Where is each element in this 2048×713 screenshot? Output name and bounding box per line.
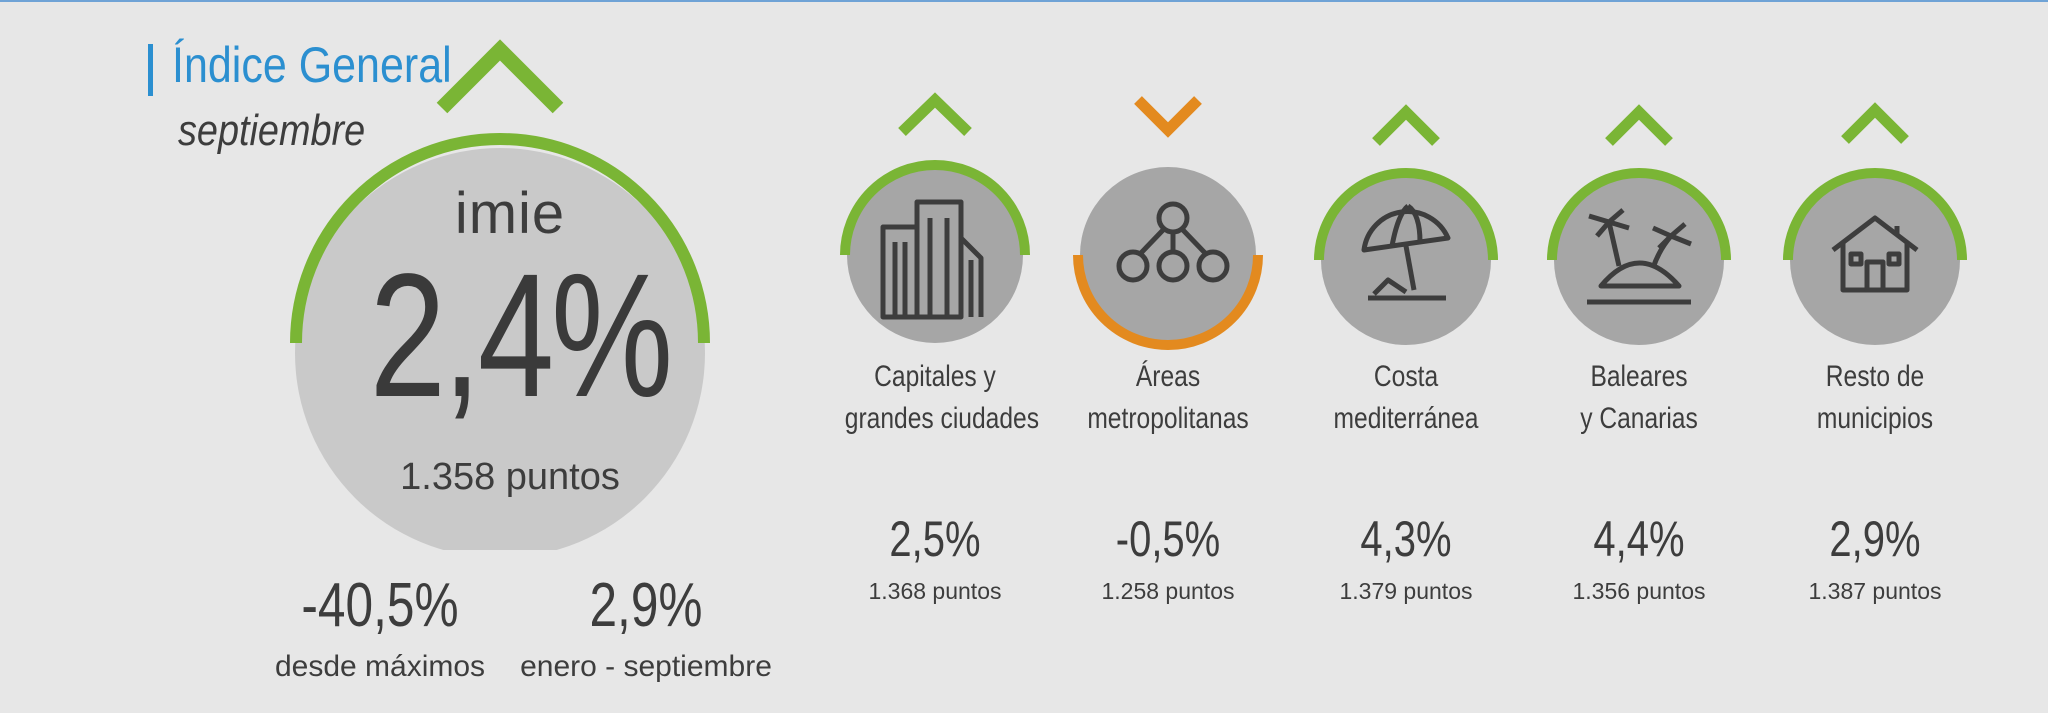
chevron-up-icon xyxy=(1841,102,1909,144)
stat-ytd-value: 2,9% xyxy=(589,571,703,640)
period-label: septiembre xyxy=(178,106,366,155)
region-name: Capitales y grandes ciudades xyxy=(844,356,1040,440)
region-name: Resto de municipios xyxy=(1785,356,1965,440)
house-icon xyxy=(1831,215,1919,293)
region-name-line1: Áreas xyxy=(1135,360,1201,393)
stat-from-max-label: desde máximos xyxy=(274,650,486,683)
main-index-graphic xyxy=(290,39,710,550)
region-name-line2: grandes ciudades xyxy=(844,402,1040,435)
region-areas-metropolitanas: Áreas metropolitanas -0,5% 1.258 puntos xyxy=(1058,90,1278,610)
region-name-line2: municipios xyxy=(1816,402,1934,435)
region-baleares-canarias: Baleares y Canarias 4,4% 1.356 puntos xyxy=(1529,90,1749,610)
main-circle xyxy=(295,148,705,550)
region-name-line1: Costa xyxy=(1373,360,1439,393)
trend-arc xyxy=(1547,168,1731,261)
region-name-line1: Resto de xyxy=(1825,360,1925,393)
region-name: Costa mediterránea xyxy=(1316,356,1496,440)
region-name-line2: mediterránea xyxy=(1333,402,1479,435)
region-baleares-graphic xyxy=(1547,104,1731,345)
chevron-up-icon xyxy=(898,92,972,136)
palm-island-icon xyxy=(1587,208,1692,305)
network-icon xyxy=(1116,201,1230,283)
main-trend-chevron-up-icon xyxy=(436,39,564,114)
trend-arc xyxy=(1073,254,1263,350)
region-name-line1: Capitales y xyxy=(874,360,996,393)
region-capitales: Capitales y grandes ciudades 2,5% 1.368 … xyxy=(825,90,1045,610)
buildings-icon xyxy=(880,199,984,320)
region-value: 4,4% xyxy=(1593,511,1685,567)
region-costa-graphic xyxy=(1314,104,1498,345)
chevron-up-icon xyxy=(1372,104,1440,146)
region-name: Áreas metropolitanas xyxy=(1078,356,1258,440)
title-accent-bar xyxy=(148,44,153,96)
region-points: 1.387 puntos xyxy=(1808,578,1942,604)
beach-umbrella-icon xyxy=(1361,203,1451,301)
region-points: 1.368 puntos xyxy=(868,578,1002,604)
chevron-down-icon xyxy=(1134,96,1202,138)
region-value: 2,5% xyxy=(889,511,981,567)
main-index-points: 1.358 puntos xyxy=(400,456,620,498)
trend-arc xyxy=(840,160,1030,256)
icon-circle xyxy=(1321,175,1491,345)
region-name-line1: Baleares xyxy=(1590,360,1688,393)
main-trend-arc xyxy=(290,133,710,344)
region-name-line2: metropolitanas xyxy=(1087,402,1249,435)
region-name-line2: y Canarias xyxy=(1580,402,1698,435)
page-title: Índice General xyxy=(172,37,452,93)
region-capitales-graphic xyxy=(840,92,1030,343)
top-border xyxy=(0,0,2048,2)
region-resto-graphic xyxy=(1783,102,1967,345)
region-value: -0,5% xyxy=(1115,511,1221,567)
region-points: 1.379 puntos xyxy=(1339,578,1473,604)
chevron-up-icon xyxy=(1605,104,1673,146)
trend-arc xyxy=(1783,168,1967,261)
region-resto-municipios: Resto de municipios 2,9% 1.387 puntos xyxy=(1765,90,1985,610)
region-points: 1.356 puntos xyxy=(1572,578,1706,604)
stat-from-max-value: -40,5% xyxy=(301,571,459,640)
region-value: 2,9% xyxy=(1829,511,1921,567)
trend-arc xyxy=(1314,168,1498,261)
region-areas-graphic xyxy=(1073,96,1263,350)
region-name: Baleares y Canarias xyxy=(1549,356,1729,440)
region-points: 1.258 puntos xyxy=(1101,578,1235,604)
region-costa-mediterranea: Costa mediterránea 4,3% 1.379 puntos xyxy=(1296,90,1516,610)
region-value: 4,3% xyxy=(1360,511,1452,567)
imie-logo: imie xyxy=(454,181,566,246)
main-index-value: 2,4% xyxy=(369,238,674,434)
stat-ytd-label: enero - septiembre xyxy=(520,650,772,683)
